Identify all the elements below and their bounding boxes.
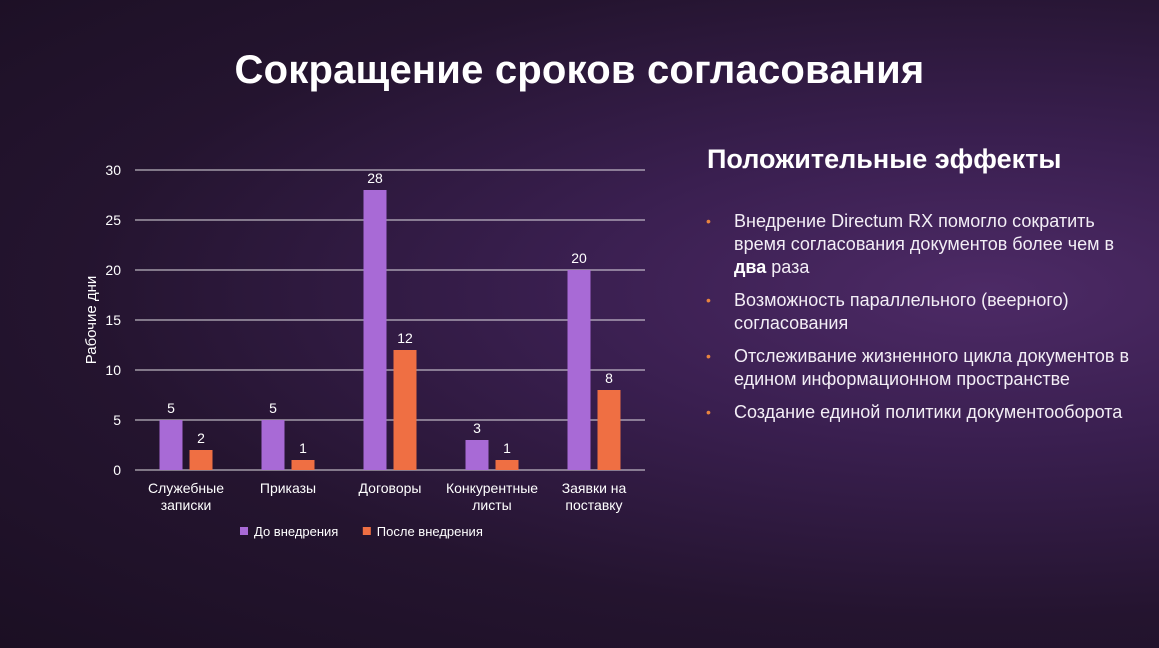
effect-emphasis: два [734,257,767,277]
legend-label: До внедрения [254,524,338,539]
bar [465,440,489,470]
bar [567,270,591,470]
effect-item: • Внедрение Directum RX помогло сократить… [706,210,1136,279]
bar [393,350,417,470]
bar [291,460,315,470]
data-label: 2 [197,430,205,446]
effects-list: • Внедрение Directum RX помогло сократить… [706,210,1136,434]
x-tick-label: Конкурентные листы [446,480,538,513]
legend-swatch [362,527,371,535]
effects-title: Положительные эффекты [707,144,1062,174]
bar [363,190,387,470]
bullet-icon: • [706,404,711,420]
legend-label: После внедрения [377,524,483,539]
bar [597,390,621,470]
effect-text: Возможность параллельного (веерного) сог… [734,290,1069,333]
effect-text-tail: раза [766,257,810,277]
effect-text: Создание единой политики документооборот… [734,402,1123,422]
y-tick-label: 5 [113,412,121,428]
x-tick-label: Служебные записки [148,480,224,513]
data-label: 8 [605,370,613,386]
x-tick-label-line: листы [472,497,511,513]
x-tick-label-line: Служебные [148,480,224,496]
x-tick-label-line: поставку [565,497,622,513]
y-tick-label: 15 [105,312,121,328]
x-tick-label-line: записки [161,497,212,513]
y-tick-label: 0 [113,462,121,478]
y-tick-label: 25 [105,212,121,228]
bullet-icon: • [706,348,711,364]
data-label: 28 [367,170,383,186]
bullet-icon: • [706,213,711,229]
bar [495,460,519,470]
x-tick-label-line: Заявки на [562,480,627,496]
y-tick-label: 10 [105,362,121,378]
x-tick-label: Приказы [260,480,316,496]
effect-item: • Отслеживание жизненного цикла документо… [706,345,1136,391]
x-tick-label: Заявки на поставку [562,480,627,513]
bullet-icon: • [706,292,711,308]
effect-text: Отслеживание жизненного цикла документов… [734,346,1130,389]
y-tick-label: 30 [105,162,121,178]
legend-swatch [240,527,248,535]
bar [189,450,213,470]
slide-title: Сокращение сроков согласования [234,48,925,92]
effect-item: • Создание единой политики документооборо… [706,401,1136,424]
x-tick-label-line: Договоры [359,480,422,496]
data-label: 5 [167,400,175,416]
effect-item: • Возможность параллельного (веерного) со… [706,289,1136,335]
effect-text: Внедрение Directum RX помогло сократить … [734,211,1115,254]
y-axis-label: Рабочие дни [83,276,100,365]
data-label: 1 [299,440,307,456]
x-tick-label-line: Приказы [260,480,316,496]
bar [159,420,183,470]
data-label: 20 [571,250,587,266]
bar [261,420,285,470]
data-label: 1 [503,440,511,456]
x-tick-label-line: Конкурентные [446,480,538,496]
y-tick-label: 20 [105,262,121,278]
data-label: 3 [473,420,481,436]
data-label: 5 [269,400,277,416]
x-tick-label: Договоры [359,480,422,496]
data-label: 12 [397,330,413,346]
